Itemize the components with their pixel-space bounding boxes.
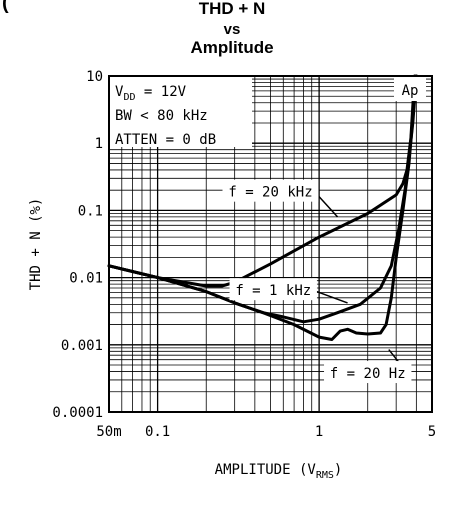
x-axis-label: AMPLITUDE (VRMS) <box>215 462 343 481</box>
series-label-bg-1 <box>222 179 319 202</box>
plot-frame <box>108 75 433 413</box>
y-tick-label: 0.0001 <box>52 405 103 421</box>
y-tick-label: 0.01 <box>69 271 103 287</box>
x-axis-label-close: ) <box>334 462 342 478</box>
condition-text-1: VDD = 12V <box>115 84 187 103</box>
condition-text-2: BW < 80 kHz <box>115 108 208 124</box>
condition-main: BW < 80 kHz <box>115 108 208 124</box>
series-line-3 <box>107 74 418 341</box>
y-tick-label: 0.1 <box>78 203 103 219</box>
condition-rest: = 12V <box>135 84 186 100</box>
x-tick-label: 5 <box>428 424 436 440</box>
annotations: VDD = 12V BW < 80 kHz ATTEN = 0 dB Ap f = 20… <box>110 77 426 384</box>
y-tick-label: 0.001 <box>61 338 103 354</box>
series-lines <box>107 74 418 341</box>
y-axis-label: THD + N (%) <box>28 198 44 291</box>
badge-bg <box>394 77 426 101</box>
series-label-2: f = 1 kHz <box>235 283 311 299</box>
x-axis-label-main: AMPLITUDE (V <box>215 462 317 478</box>
x-tick-label: 50m <box>96 424 121 440</box>
condition-main: ATTEN = 0 dB <box>115 132 216 148</box>
badge-text: Ap <box>402 83 419 99</box>
condition-sub: DD <box>123 92 135 103</box>
chart-title-line-2: vs <box>223 21 241 38</box>
conditions-box-bg <box>110 77 252 147</box>
chart-title-line-3: Amplitude <box>190 38 274 57</box>
x-axis-label-sub: RMS <box>316 470 334 481</box>
x-tick-label: 0.1 <box>145 424 170 440</box>
condition-main: V <box>115 84 124 100</box>
series-pointer-2 <box>312 289 348 304</box>
series-label-3: f = 20 Hz <box>330 366 406 382</box>
series-label-bg-3 <box>324 361 412 384</box>
series-label-1: f = 20 kHz <box>228 185 312 201</box>
y-tick-label: 10 <box>86 69 103 85</box>
header-fragment: ( <box>2 0 9 14</box>
tick-labels: 50m 0.1 1 5 10 1 0.1 0.01 0.001 0.0001 <box>52 69 436 440</box>
series-label-bg-2 <box>229 278 317 301</box>
chart-title-line-1: THD + N <box>198 0 266 18</box>
condition-text-3: ATTEN = 0 dB <box>115 132 216 148</box>
y-tick-label: 1 <box>95 136 103 152</box>
x-tick-label: 1 <box>315 424 323 440</box>
